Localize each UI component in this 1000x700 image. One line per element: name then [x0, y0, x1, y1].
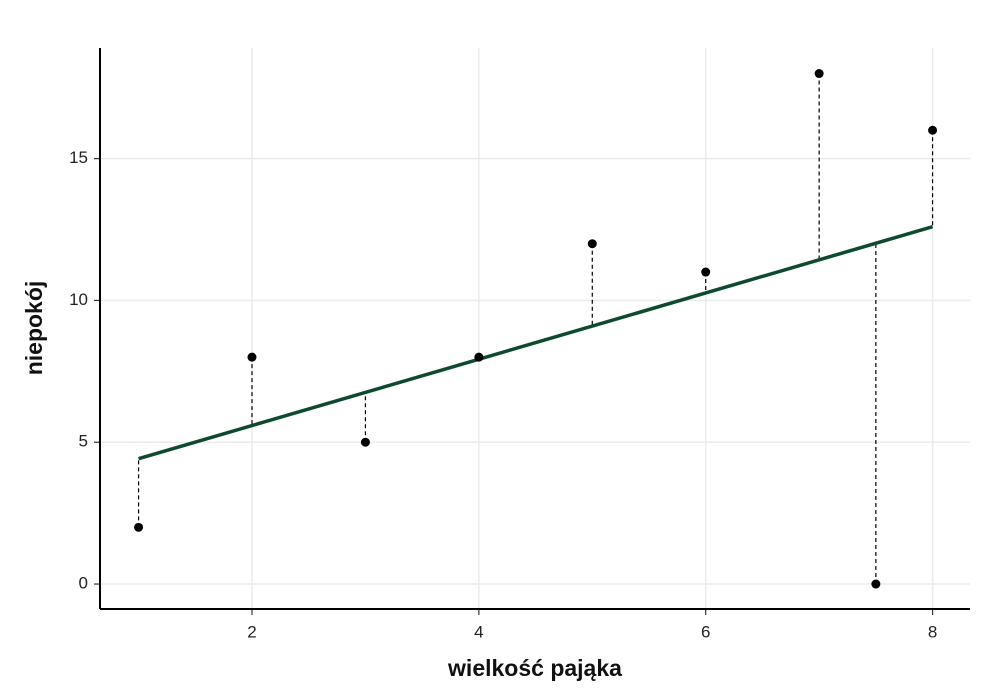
y-tick-label: 0: [79, 574, 88, 593]
point: [871, 579, 881, 589]
y-tick-label: 10: [69, 290, 88, 309]
y-axis-title: niepokój: [21, 281, 47, 376]
point: [134, 522, 144, 532]
y-tick-label: 15: [69, 148, 88, 167]
x-tick-label: 8: [928, 622, 937, 641]
point: [474, 352, 484, 362]
point: [928, 125, 938, 135]
point: [587, 239, 597, 249]
fit-line: [138, 225, 934, 461]
x-tick-label: 4: [474, 622, 483, 641]
point: [814, 69, 824, 79]
point: [701, 267, 711, 277]
x-axis-title: wielkość pająka: [447, 655, 622, 681]
y-tick-label: 5: [79, 432, 88, 451]
point: [247, 352, 257, 362]
x-tick-label: 6: [701, 622, 710, 641]
point: [360, 437, 370, 447]
x-tick-label: 2: [247, 622, 256, 641]
